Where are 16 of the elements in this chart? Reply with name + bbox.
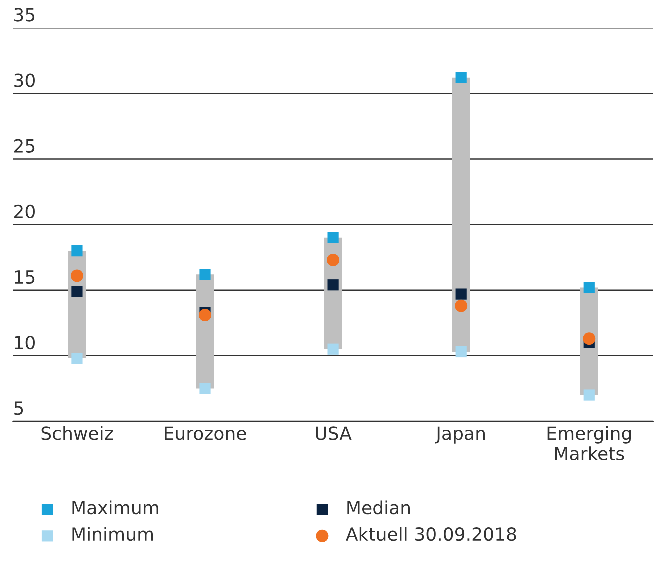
- x-tick-label: USA: [316, 426, 352, 440]
- legend-label: Median: [348, 500, 410, 515]
- y-tick-label: 15: [15, 270, 35, 284]
- y-tick-label: 35: [14, 8, 35, 22]
- x-tick-label: Emerging Markets: [548, 426, 632, 461]
- legend-label: Aktuell 30.09.2018: [346, 527, 516, 542]
- legend-label: Maximum: [72, 500, 158, 515]
- y-tick-label: 25: [14, 139, 35, 153]
- x-tick-label: Schweiz: [42, 426, 114, 440]
- y-tick-label: 5: [14, 402, 24, 416]
- y-tick-label: 30: [14, 74, 35, 88]
- x-tick-label: Eurozone: [165, 426, 246, 440]
- legend-label: Minimum: [72, 527, 154, 542]
- y-tick-label: 10: [15, 336, 35, 350]
- x-tick-label: Japan: [435, 426, 485, 444]
- y-tick-label: 20: [14, 204, 35, 219]
